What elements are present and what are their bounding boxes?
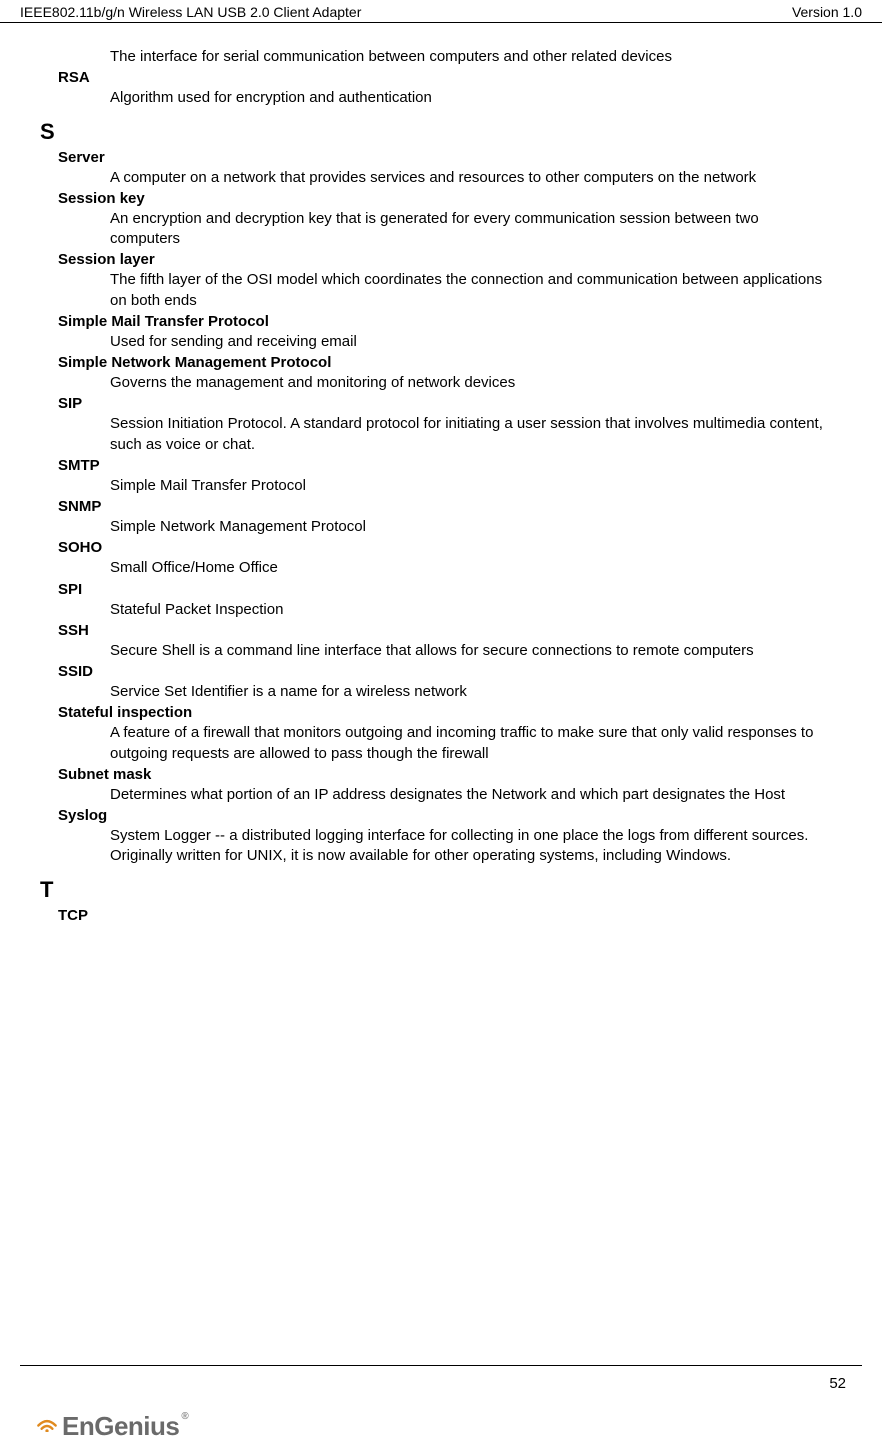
- glossary-term: Session layer: [58, 251, 842, 268]
- glossary-definition: Algorithm used for encryption and authen…: [110, 88, 832, 108]
- header-left: IEEE802.11b/g/n Wireless LAN USB 2.0 Cli…: [20, 4, 361, 20]
- section-letter: T: [40, 877, 842, 903]
- header-right: Version 1.0: [792, 4, 862, 20]
- glossary-term: SOHO: [58, 539, 842, 556]
- glossary-definition: An encryption and decryption key that is…: [110, 209, 832, 250]
- glossary-definition: A computer on a network that provides se…: [110, 168, 832, 188]
- glossary-definition: Determines what portion of an IP address…: [110, 785, 832, 805]
- glossary-term: SMTP: [58, 457, 842, 474]
- brand-logo: EnGenius®: [34, 1411, 188, 1442]
- glossary-term: TCP: [58, 907, 842, 924]
- glossary-definition: Session Initiation Protocol. A standard …: [110, 414, 832, 455]
- glossary-term: SIP: [58, 395, 842, 412]
- glossary-term: SSH: [58, 622, 842, 639]
- glossary-definition: Service Set Identifier is a name for a w…: [110, 682, 832, 702]
- glossary-term: Subnet mask: [58, 766, 842, 783]
- glossary-definition: Secure Shell is a command line interface…: [110, 641, 832, 661]
- glossary-definition: System Logger -- a distributed logging i…: [110, 826, 832, 867]
- section-letter: S: [40, 119, 842, 145]
- logo-text-part1: EnGen: [62, 1411, 143, 1441]
- glossary-definition: Used for sending and receiving email: [110, 332, 832, 352]
- glossary-definition: A feature of a firewall that monitors ou…: [110, 723, 832, 764]
- glossary-term: Stateful inspection: [58, 704, 842, 721]
- glossary-definition: Small Office/Home Office: [110, 558, 832, 578]
- footer-divider: [20, 1365, 862, 1366]
- glossary-definition: Simple Mail Transfer Protocol: [110, 476, 832, 496]
- logo-registered: ®: [181, 1411, 188, 1422]
- logo-text: EnGenius®: [62, 1411, 188, 1442]
- glossary-term: Server: [58, 149, 842, 166]
- glossary-term: SSID: [58, 663, 842, 680]
- page-number: 52: [829, 1375, 846, 1392]
- glossary-definition: The fifth layer of the OSI model which c…: [110, 270, 832, 311]
- glossary-term: Session key: [58, 190, 842, 207]
- glossary-term: RSA: [58, 69, 842, 86]
- wifi-icon: [34, 1406, 60, 1432]
- glossary-definition: Governs the management and monitoring of…: [110, 373, 832, 393]
- logo-text-part3: us: [150, 1411, 179, 1441]
- page-header: IEEE802.11b/g/n Wireless LAN USB 2.0 Cli…: [0, 0, 882, 23]
- glossary-term: Simple Mail Transfer Protocol: [58, 313, 842, 330]
- glossary-term: SPI: [58, 581, 842, 598]
- glossary-term: Simple Network Management Protocol: [58, 354, 842, 371]
- glossary-definition: Simple Network Management Protocol: [110, 517, 832, 537]
- glossary-definition: The interface for serial communication b…: [110, 47, 832, 67]
- glossary-definition: Stateful Packet Inspection: [110, 600, 832, 620]
- glossary-content: The interface for serial communication b…: [0, 23, 882, 924]
- glossary-term: SNMP: [58, 498, 842, 515]
- glossary-term: Syslog: [58, 807, 842, 824]
